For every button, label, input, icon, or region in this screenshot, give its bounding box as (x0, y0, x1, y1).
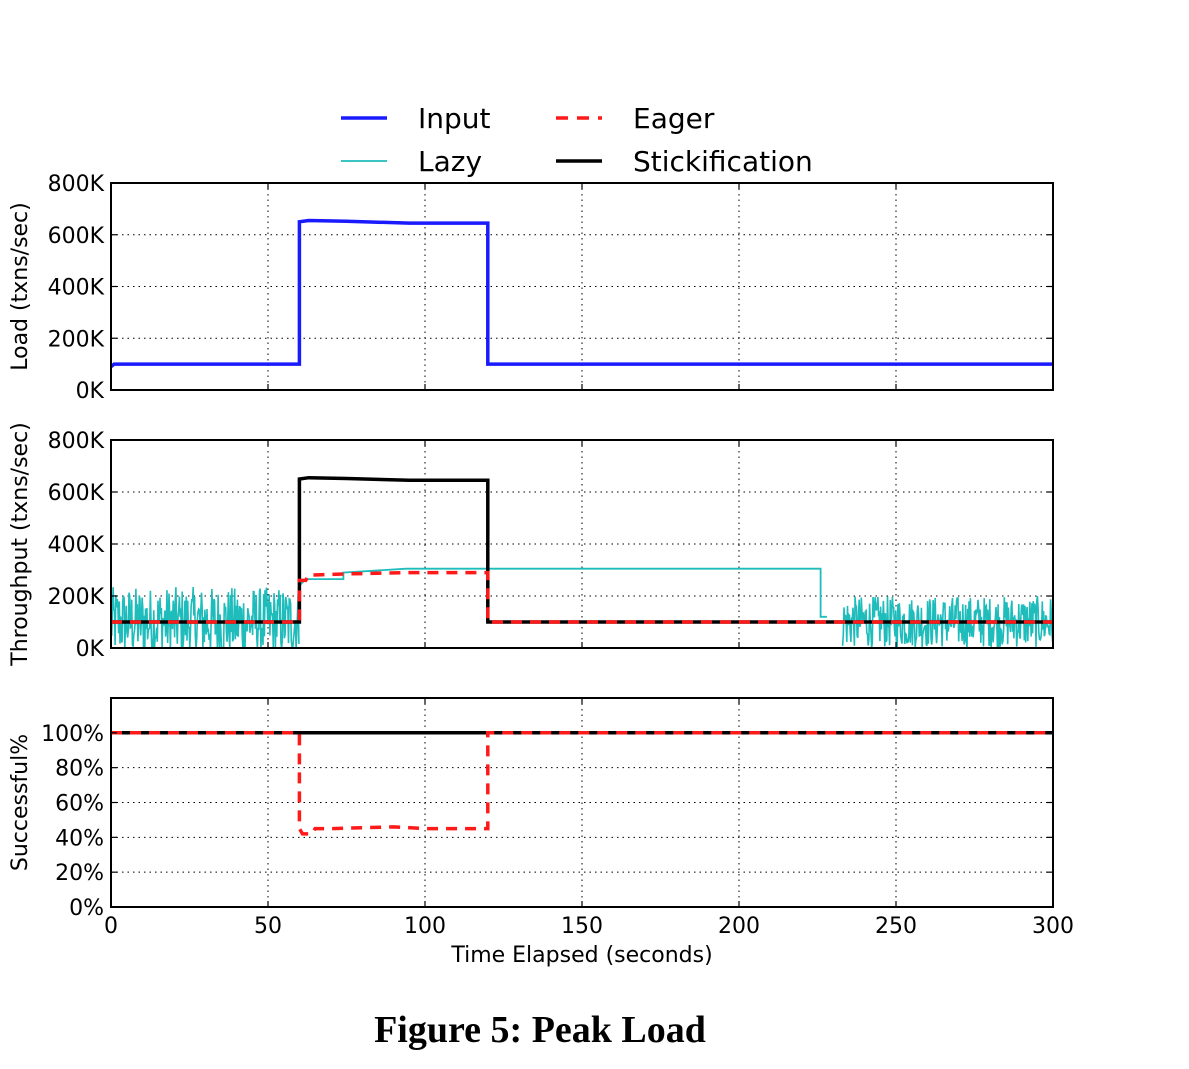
y-tick-label: 600K (48, 481, 105, 506)
chart-panel-throughput: 0K 200K 400K 600K 800K Throughput (txns/sec) (8, 422, 1054, 667)
y-tick-label: 0K (76, 637, 105, 662)
y-tick-label: 400K (48, 533, 105, 558)
y-axis-label: Successful% (8, 734, 33, 871)
figure-caption: Figure 5: Peak Load (374, 1009, 706, 1051)
y-tick-label: 200K (48, 327, 105, 352)
x-axis-label: Time Elapsed (seconds) (450, 943, 712, 968)
y-axis-label: Throughput (txns/sec) (8, 422, 33, 667)
legend-label-stickification: Stickification (633, 145, 813, 178)
y-tick-label: 60% (55, 792, 104, 817)
peak-load-figure: 0K 200K 400K 600K 800K Load (txns/sec) 0K 200K 4… (8, 102, 1074, 968)
series-eager (111, 570, 1053, 624)
series-lazy-noise (841, 596, 1054, 648)
y-tick-label: 0% (69, 896, 104, 921)
series-input (109, 218, 1053, 369)
x-tick-label: 50 (254, 914, 282, 939)
legend-label-eager: Eager (633, 102, 715, 135)
series-lazy (298, 567, 827, 618)
y-tick-label: 200K (48, 585, 105, 610)
y-tick-label: 40% (55, 826, 104, 851)
chart-panel-load: 0K 200K 400K 600K 800K Load (txns/sec) (8, 172, 1054, 404)
y-tick-label: 80% (55, 757, 104, 782)
y-axis-label: Load (txns/sec) (8, 202, 33, 371)
y-tick-label: 600K (48, 224, 105, 249)
x-tick-label: 250 (875, 914, 917, 939)
series-eager (111, 731, 1053, 836)
legend: Input Eager Lazy Stickification (341, 102, 813, 178)
y-tick-label: 100% (41, 722, 104, 747)
legend-label-lazy: Lazy (418, 145, 482, 178)
y-tick-label: 20% (55, 861, 104, 886)
plot-frame (110, 182, 1054, 391)
x-tick-label: 100 (404, 914, 446, 939)
x-tick-label: 150 (561, 914, 603, 939)
y-tick-label: 400K (48, 276, 105, 301)
series-lazy-noise (110, 587, 300, 649)
chart-panel-success: 0% 20% 40% 60% 80% 100% 0 50 100 150 200 250 300 Succ… (8, 697, 1074, 968)
y-tick-label: 0K (76, 379, 105, 404)
y-tick-label: 800K (48, 172, 105, 197)
y-tick-label: 800K (48, 429, 105, 454)
x-tick-label: 0 (104, 914, 118, 939)
x-tick-label: 300 (1032, 914, 1074, 939)
x-tick-label: 200 (718, 914, 760, 939)
legend-label-input: Input (418, 102, 491, 135)
